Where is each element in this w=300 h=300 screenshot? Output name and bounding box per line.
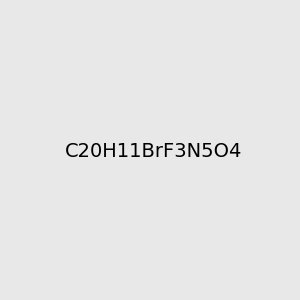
Text: C20H11BrF3N5O4: C20H11BrF3N5O4	[65, 142, 242, 161]
